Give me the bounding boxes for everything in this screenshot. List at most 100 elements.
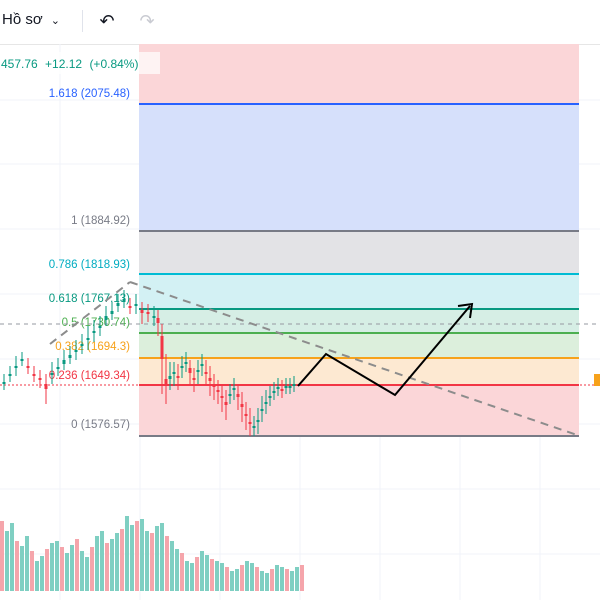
candle-body: [220, 396, 224, 398]
price-chart[interactable]: 1.618 (2075.48) 1 (1884.92) 0.786 (1818.…: [0, 44, 600, 600]
candle-body: [272, 391, 276, 393]
candle-body: [216, 390, 220, 392]
fib-zone-7: [139, 385, 579, 436]
candle-body: [92, 331, 96, 333]
candle-body: [208, 378, 212, 381]
candle-body: [228, 394, 232, 396]
redo-icon[interactable]: ↷: [139, 11, 155, 31]
volume-bar: [240, 565, 244, 591]
volume-bar: [10, 523, 14, 591]
candle-body: [152, 316, 156, 318]
volume-bar: [50, 543, 54, 591]
ticker-price: 457.76 +12.12 (+0.84%): [1, 57, 138, 71]
fib-retracement[interactable]: [139, 44, 579, 437]
volume-bar: [40, 556, 44, 591]
candle-body: [128, 306, 132, 308]
fib-label-05: 0.5 (1730.74): [62, 317, 131, 329]
trendline-left[interactable]: [49, 281, 131, 345]
volume-bar: [280, 567, 284, 591]
candle-body: [212, 384, 216, 387]
candle-body: [14, 366, 18, 368]
candle-body: [252, 426, 256, 428]
fib-label-0236: 0.236 (1649.34): [49, 370, 130, 382]
candle-body: [248, 422, 252, 424]
volume-bar: [70, 545, 74, 591]
volume-bar: [65, 553, 69, 591]
fib-zone-2: [139, 231, 579, 274]
volume-bar: [115, 533, 119, 591]
candle-body: [80, 344, 84, 346]
fib-label-0786: 0.786 (1818.93): [49, 259, 130, 271]
volume-bar: [30, 551, 34, 591]
toolbar-divider: [82, 10, 83, 32]
candle-body: [180, 366, 184, 368]
top-toolbar: Hồ sơ ⌄ ↶ ↷: [0, 0, 600, 45]
volume-bar: [245, 561, 249, 591]
volume-bar: [185, 561, 189, 591]
volume-bar: [100, 531, 104, 591]
candle-body: [188, 368, 192, 373]
candlestick-series: [2, 290, 296, 436]
fib-zone-3: [139, 274, 579, 309]
volume-bar: [105, 543, 109, 591]
candle-body: [156, 318, 160, 323]
candle-body: [284, 386, 288, 388]
volume-bar: [140, 519, 144, 591]
candle-body: [256, 420, 260, 422]
candle-body: [164, 379, 168, 384]
candle-body: [176, 376, 180, 378]
fib-label-1618: 1.618 (2075.48): [49, 88, 130, 100]
candle-body: [26, 366, 30, 368]
candle-body: [172, 372, 176, 374]
trendline[interactable]: [129, 281, 578, 436]
ticker-change: +12.12: [45, 57, 82, 71]
volume-bar: [205, 555, 209, 591]
volume-bar: [210, 559, 214, 591]
volume-bar: [0, 521, 4, 591]
volume-bar: [215, 561, 219, 591]
volume-bar: [180, 553, 184, 591]
candle-body: [224, 402, 228, 405]
volume-bar: [15, 541, 19, 591]
candle-body: [288, 386, 292, 388]
candle-body: [280, 389, 284, 391]
fib-zone-top: [139, 44, 579, 104]
candle-body: [192, 378, 196, 380]
volume-bar: [275, 565, 279, 591]
candle-body: [32, 374, 36, 376]
volume-bar: [250, 563, 254, 591]
candle-body: [134, 304, 138, 306]
volume-bar: [110, 539, 114, 591]
profile-dropdown[interactable]: Hồ sơ ⌄: [2, 11, 60, 28]
fib-zone-5: [139, 333, 579, 358]
volume-bar: [200, 551, 204, 591]
volume-bar: [55, 541, 59, 591]
candle-body: [160, 336, 164, 359]
fib-zone-6: [139, 358, 579, 385]
volume-bar: [20, 546, 24, 591]
volume-bar: [220, 563, 224, 591]
volume-bar: [300, 565, 304, 591]
volume-bar: [160, 523, 164, 591]
volume-bar: [25, 536, 29, 591]
volume-bar: [165, 536, 169, 591]
volume-bar: [195, 557, 199, 591]
candle-body: [244, 414, 248, 416]
projection-path[interactable]: [297, 305, 471, 397]
volume-bar: [235, 569, 239, 591]
candle-body: [200, 364, 204, 366]
candle-body: [74, 350, 78, 352]
volume-bar: [45, 549, 49, 591]
candle-body: [2, 382, 6, 384]
volume-bar: [120, 529, 124, 591]
volume-bar: [155, 526, 159, 591]
candle-body: [68, 355, 72, 358]
candle-body: [8, 374, 12, 376]
fib-labels: 1.618 (2075.48) 1 (1884.92) 0.786 (1818.…: [49, 88, 130, 431]
candle-body: [276, 387, 280, 389]
volume-bar: [295, 567, 299, 591]
volume-bar: [60, 547, 64, 591]
fib-label-0382: 0.382 (1694.3): [55, 341, 130, 353]
ticker-change-pct: (+0.84%): [89, 57, 138, 71]
undo-icon[interactable]: ↶: [99, 11, 115, 31]
